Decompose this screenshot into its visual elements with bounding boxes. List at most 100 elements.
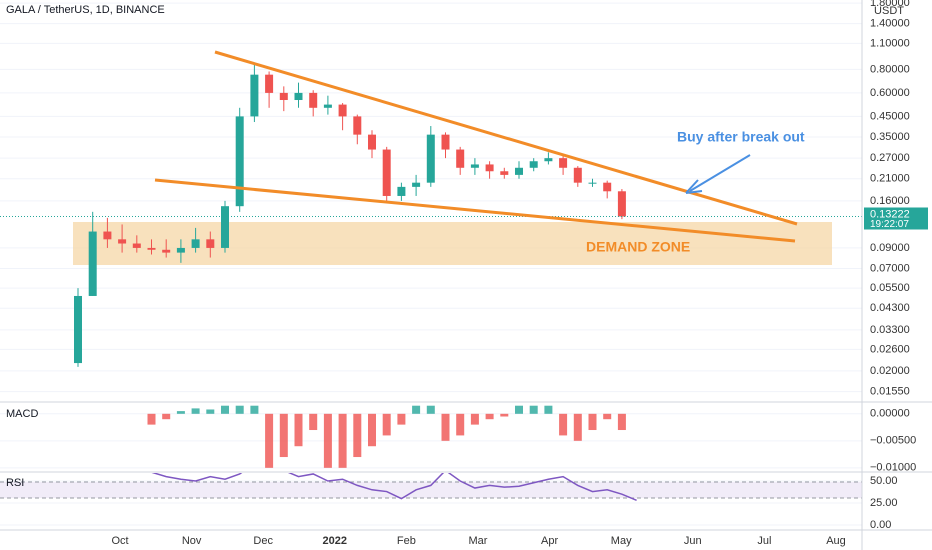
bar: [617, 413, 626, 431]
candle-body: [294, 92, 303, 101]
candle-body: [353, 116, 362, 135]
candle-body: [426, 134, 435, 183]
bar: [603, 413, 612, 420]
bar: [382, 413, 391, 436]
y-tick-label: 0.60000: [870, 87, 910, 99]
candles: [74, 64, 626, 367]
bar: [323, 413, 332, 468]
y-tick-label: 0.00000: [870, 408, 910, 420]
bar: [162, 413, 171, 420]
demand-zone: [73, 222, 832, 265]
bar: [397, 413, 406, 425]
price-tag: [864, 207, 928, 230]
rsi: [151, 473, 637, 502]
candle-body: [176, 247, 185, 253]
y-tick-label: 1.10000: [870, 37, 910, 49]
bar: [176, 411, 185, 414]
candle-body: [617, 191, 626, 217]
candle-body: [470, 164, 479, 168]
candle-body: [235, 116, 244, 207]
countdown: 19:22:07: [870, 219, 909, 230]
y-tick-label: −0.01000: [870, 462, 916, 474]
candle-body: [515, 167, 523, 175]
y-tick-label: 0.16000: [870, 195, 910, 207]
marks: [0, 64, 862, 502]
bar: [441, 413, 450, 441]
candle-body: [544, 158, 553, 162]
price-tag-label: 0.13222: [870, 208, 910, 220]
x-tick-label: May: [611, 535, 632, 547]
y-tick-label: 0.05500: [870, 282, 910, 294]
bar: [250, 405, 259, 414]
bar: [573, 413, 582, 441]
candle-body: [412, 182, 421, 187]
candle-body: [529, 161, 538, 168]
candle-body: [485, 164, 494, 172]
bar: [588, 413, 597, 431]
chart-title: GALA / TetherUS, 1D, BINANCE: [6, 4, 165, 16]
y-tick-label: 0.01550: [870, 386, 910, 398]
bar: [279, 413, 288, 458]
y-tick-label: 50.00: [870, 475, 898, 487]
y-tick-label: 0.04300: [870, 302, 910, 314]
candle-body: [588, 182, 597, 184]
candle-body: [250, 74, 259, 117]
candle-body: [88, 231, 97, 296]
panel-title: RSI: [6, 477, 24, 489]
x-tick-label: Nov: [182, 535, 202, 547]
candle-body: [221, 206, 229, 248]
candle-body: [603, 182, 612, 192]
y-tick-label: 0.45000: [870, 110, 910, 122]
candle-body: [456, 149, 465, 168]
trendline-upper: [214, 50, 798, 226]
bar: [544, 405, 553, 414]
x-tick-label: Feb: [397, 535, 416, 547]
bar: [559, 413, 568, 436]
bar: [529, 405, 538, 414]
candle-body: [279, 92, 288, 101]
y-tick-label: 1.40000: [870, 18, 910, 30]
rsi-line: [151, 473, 637, 502]
y-tick-label: 0.09000: [870, 242, 910, 254]
units: USDT: [874, 5, 904, 17]
rsi-band: [0, 482, 862, 498]
y-tick-label: 0.35000: [870, 131, 910, 143]
bar: [456, 413, 465, 436]
y-tick-label: 1.80000: [870, 0, 910, 9]
candle-body: [309, 92, 318, 108]
candle-body: [265, 74, 274, 93]
bar: [221, 405, 229, 414]
y-tick-label: 0.21000: [870, 173, 910, 185]
trendline-lower: [154, 178, 796, 243]
x-tick-label: Apr: [541, 535, 558, 547]
bar: [235, 405, 244, 414]
candle-body: [118, 239, 127, 244]
x-tick-label: Aug: [826, 535, 846, 547]
candle-body: [162, 249, 171, 253]
bar: [485, 413, 494, 420]
candle-body: [559, 158, 568, 168]
y-tick-label: 0.02000: [870, 365, 910, 377]
candle-body: [441, 134, 450, 150]
arrow: [689, 154, 751, 192]
annotation: Buy after break out: [677, 129, 805, 145]
bar: [191, 408, 200, 414]
candle-body: [338, 104, 347, 117]
bar: [500, 413, 509, 417]
bar: [412, 405, 421, 414]
histogram: [147, 405, 626, 468]
candle-body: [191, 239, 200, 248]
panel-title: MACD: [6, 408, 38, 420]
candle-body: [103, 231, 112, 240]
y-tick-label: 0.07000: [870, 262, 910, 274]
bar: [470, 413, 479, 425]
candle-body: [382, 149, 391, 196]
x-tick-label: Jul: [757, 535, 771, 547]
y-tick-label: 0.27000: [870, 152, 910, 164]
candle-body: [323, 104, 332, 108]
bar: [147, 413, 156, 425]
candle-body: [573, 167, 582, 183]
candle-body: [368, 134, 376, 150]
bar: [368, 413, 376, 447]
